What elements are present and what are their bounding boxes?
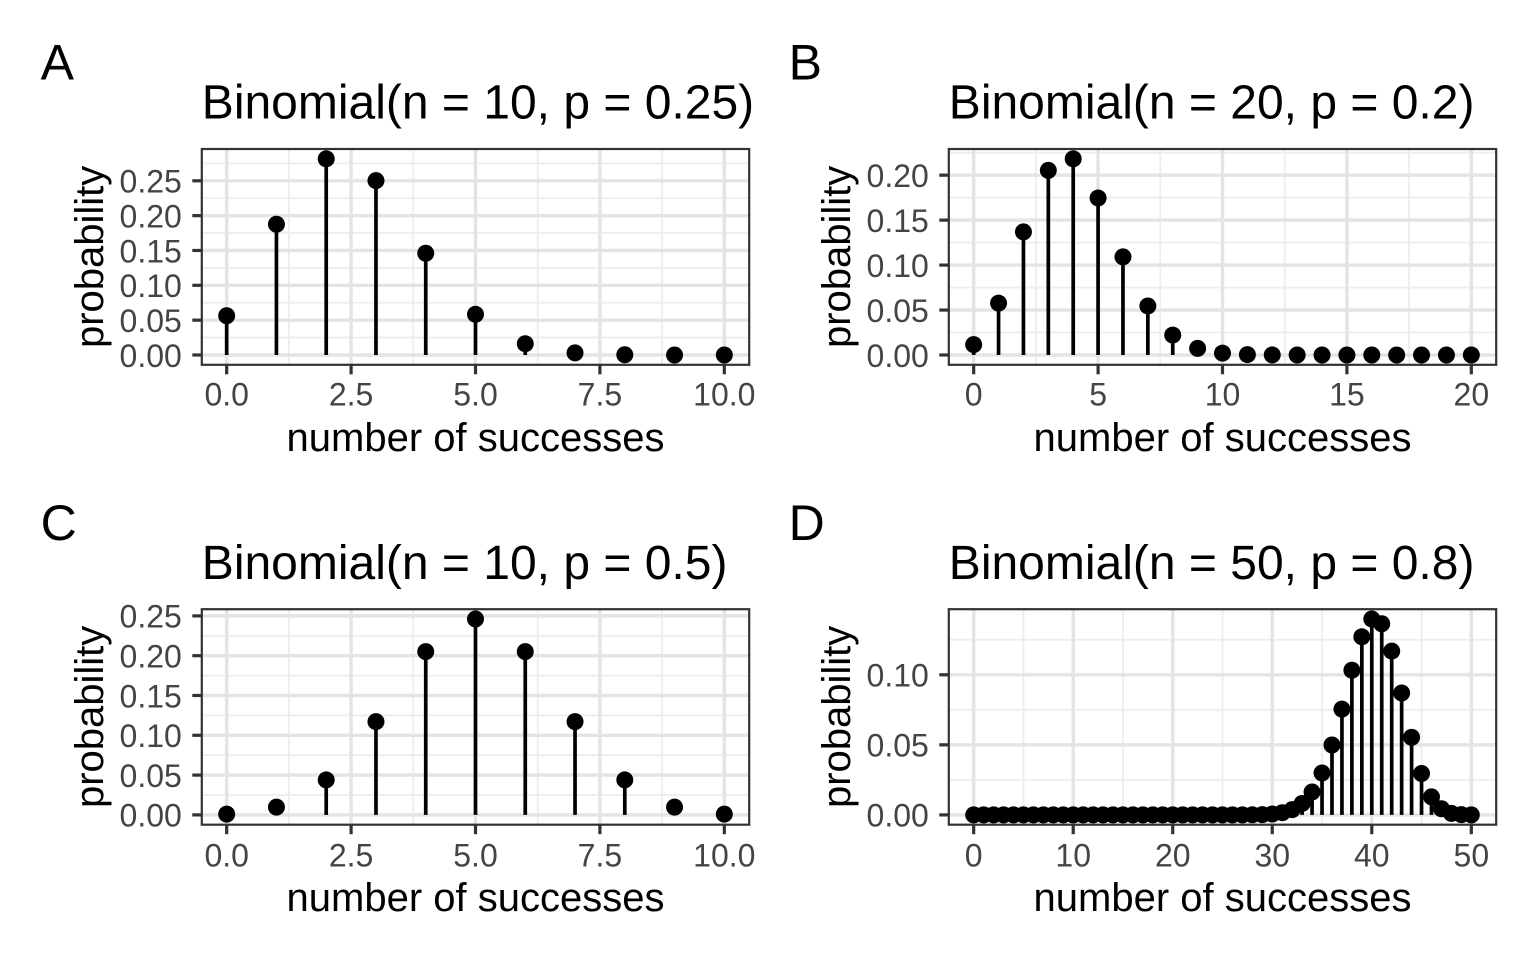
- svg-text:0.05: 0.05: [867, 293, 929, 329]
- svg-text:2.5: 2.5: [329, 838, 373, 874]
- svg-text:15: 15: [1329, 377, 1365, 413]
- svg-text:50: 50: [1454, 838, 1490, 874]
- svg-text:number of successes: number of successes: [1034, 416, 1412, 460]
- svg-text:0.25: 0.25: [120, 164, 182, 200]
- svg-text:0.00: 0.00: [867, 338, 929, 374]
- svg-text:Binomial(n = 10, p = 0.25): Binomial(n = 10, p = 0.25): [202, 76, 754, 129]
- svg-text:D: D: [789, 495, 825, 551]
- svg-text:0.00: 0.00: [867, 798, 929, 834]
- svg-text:0.05: 0.05: [867, 728, 929, 764]
- svg-text:10.0: 10.0: [693, 377, 755, 413]
- svg-text:Binomial(n = 20, p = 0.2): Binomial(n = 20, p = 0.2): [949, 76, 1475, 129]
- svg-text:0.00: 0.00: [120, 338, 182, 374]
- svg-text:10: 10: [1205, 377, 1241, 413]
- svg-text:0.20: 0.20: [867, 158, 929, 194]
- svg-text:7.5: 7.5: [578, 377, 622, 413]
- svg-text:A: A: [41, 35, 75, 91]
- svg-text:0.20: 0.20: [120, 638, 182, 674]
- svg-text:20: 20: [1454, 377, 1490, 413]
- svg-text:10.0: 10.0: [693, 838, 755, 874]
- svg-text:probability: probability: [815, 166, 859, 348]
- svg-text:Binomial(n = 50, p = 0.8): Binomial(n = 50, p = 0.8): [949, 537, 1475, 590]
- svg-text:0.10: 0.10: [120, 718, 182, 754]
- svg-text:5: 5: [1089, 377, 1107, 413]
- svg-text:Binomial(n = 10, p = 0.5): Binomial(n = 10, p = 0.5): [202, 537, 728, 590]
- svg-text:0.25: 0.25: [120, 599, 182, 635]
- svg-text:5.0: 5.0: [453, 838, 497, 874]
- svg-text:0.10: 0.10: [867, 658, 929, 694]
- svg-text:0.10: 0.10: [867, 248, 929, 284]
- svg-text:0: 0: [965, 377, 983, 413]
- svg-text:B: B: [789, 35, 822, 91]
- svg-text:5.0: 5.0: [453, 377, 497, 413]
- svg-text:0.05: 0.05: [120, 758, 182, 794]
- svg-text:0.10: 0.10: [120, 268, 182, 304]
- svg-text:0.20: 0.20: [120, 198, 182, 234]
- svg-text:probability: probability: [815, 626, 859, 808]
- svg-text:10: 10: [1055, 838, 1091, 874]
- svg-text:0.15: 0.15: [867, 203, 929, 239]
- svg-text:0: 0: [965, 838, 983, 874]
- svg-text:20: 20: [1155, 838, 1191, 874]
- svg-text:number of successes: number of successes: [287, 416, 665, 460]
- svg-text:30: 30: [1254, 838, 1290, 874]
- svg-text:number of successes: number of successes: [1034, 876, 1412, 920]
- svg-text:0.15: 0.15: [120, 233, 182, 269]
- svg-text:0.15: 0.15: [120, 678, 182, 714]
- svg-text:40: 40: [1354, 838, 1390, 874]
- svg-text:0.05: 0.05: [120, 303, 182, 339]
- svg-text:probability: probability: [68, 626, 112, 808]
- svg-text:7.5: 7.5: [578, 838, 622, 874]
- svg-text:probability: probability: [68, 166, 112, 348]
- svg-text:number of successes: number of successes: [287, 876, 665, 920]
- svg-text:0.0: 0.0: [204, 838, 248, 874]
- svg-text:0.0: 0.0: [204, 377, 248, 413]
- svg-text:0.00: 0.00: [120, 798, 182, 834]
- svg-text:2.5: 2.5: [329, 377, 373, 413]
- svg-text:C: C: [41, 495, 77, 551]
